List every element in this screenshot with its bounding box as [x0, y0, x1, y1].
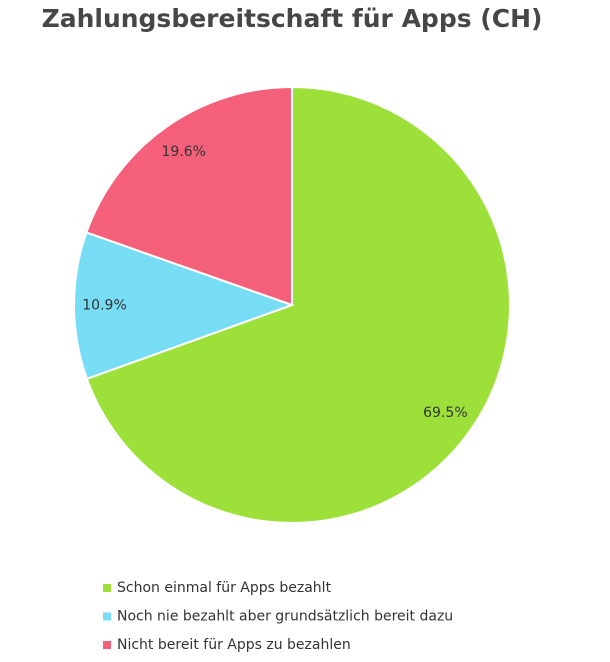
legend-marker	[103, 612, 111, 621]
legend-label: Schon einmal für Apps bezahlt	[117, 580, 332, 596]
value-label: 19.6%	[161, 144, 205, 160]
value-label: 10.9%	[82, 298, 126, 314]
value-label: 69.5%	[423, 405, 467, 421]
legend-marker	[103, 584, 111, 592]
legend-label: Noch nie bezahlt aber grundsätzlich bere…	[117, 609, 453, 625]
chart-title: Zahlungsbereitschaft für Apps (CH)	[42, 4, 543, 33]
pie-slice	[85, 85, 511, 524]
legend-marker	[103, 641, 111, 649]
legend-label: Nicht bereit für Apps zu bezahlen	[117, 637, 351, 653]
pie-slice	[73, 231, 295, 381]
pie-slice	[85, 85, 293, 307]
